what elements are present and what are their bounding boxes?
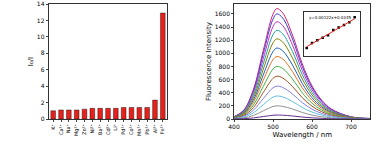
svg-text:1400: 1400 xyxy=(215,23,230,30)
svg-text:I₀/I: I₀/I xyxy=(27,57,35,66)
svg-text:14: 14 xyxy=(37,0,45,7)
svg-text:500: 500 xyxy=(267,123,279,130)
svg-text:1600: 1600 xyxy=(215,10,230,17)
svg-text:600: 600 xyxy=(306,123,318,130)
svg-text:K⁺: K⁺ xyxy=(50,123,56,129)
svg-text:200: 200 xyxy=(219,102,231,109)
svg-text:Li⁺: Li⁺ xyxy=(112,123,118,130)
svg-text:Zn²⁺: Zn²⁺ xyxy=(81,123,87,135)
svg-text:Ni²⁺: Ni²⁺ xyxy=(89,123,95,133)
svg-text:4: 4 xyxy=(41,82,45,89)
svg-text:1000: 1000 xyxy=(215,49,230,56)
svg-text:Fluorescence Intensity: Fluorescence Intensity xyxy=(205,22,213,101)
svg-text:600: 600 xyxy=(219,76,231,83)
svg-text:Co²⁺: Co²⁺ xyxy=(128,123,134,135)
svg-text:2: 2 xyxy=(41,99,45,106)
svg-text:8: 8 xyxy=(41,49,45,56)
svg-text:400: 400 xyxy=(228,123,240,130)
svg-text:Mn²⁺: Mn²⁺ xyxy=(136,123,142,135)
svg-text:y=0.00122x+0.0345: y=0.00122x+0.0345 xyxy=(309,15,351,20)
svg-text:1200: 1200 xyxy=(215,36,230,43)
svg-text:Na⁺: Na⁺ xyxy=(65,123,71,133)
svg-text:Cd²⁺: Cd²⁺ xyxy=(105,123,111,135)
svg-text:Mg²⁺: Mg²⁺ xyxy=(73,123,80,135)
svg-text:10: 10 xyxy=(37,33,45,40)
svg-text:Wavelength / nm: Wavelength / nm xyxy=(272,131,332,139)
svg-text:700: 700 xyxy=(345,123,357,130)
svg-text:6: 6 xyxy=(41,66,45,73)
svg-text:Ba²⁺: Ba²⁺ xyxy=(97,123,103,134)
svg-text:Al³⁺: Al³⁺ xyxy=(152,123,158,133)
svg-text:Ca²⁺: Ca²⁺ xyxy=(58,123,64,135)
svg-text:800: 800 xyxy=(219,63,231,70)
svg-text:12: 12 xyxy=(37,17,45,24)
svg-text:0: 0 xyxy=(41,115,45,122)
svg-text:Fe³⁺: Fe³⁺ xyxy=(159,123,165,134)
svg-text:Pd²⁺: Pd²⁺ xyxy=(120,123,126,134)
svg-text:0: 0 xyxy=(226,115,230,122)
svg-text:Pb²⁺: Pb²⁺ xyxy=(144,123,150,134)
svg-text:400: 400 xyxy=(219,89,231,96)
